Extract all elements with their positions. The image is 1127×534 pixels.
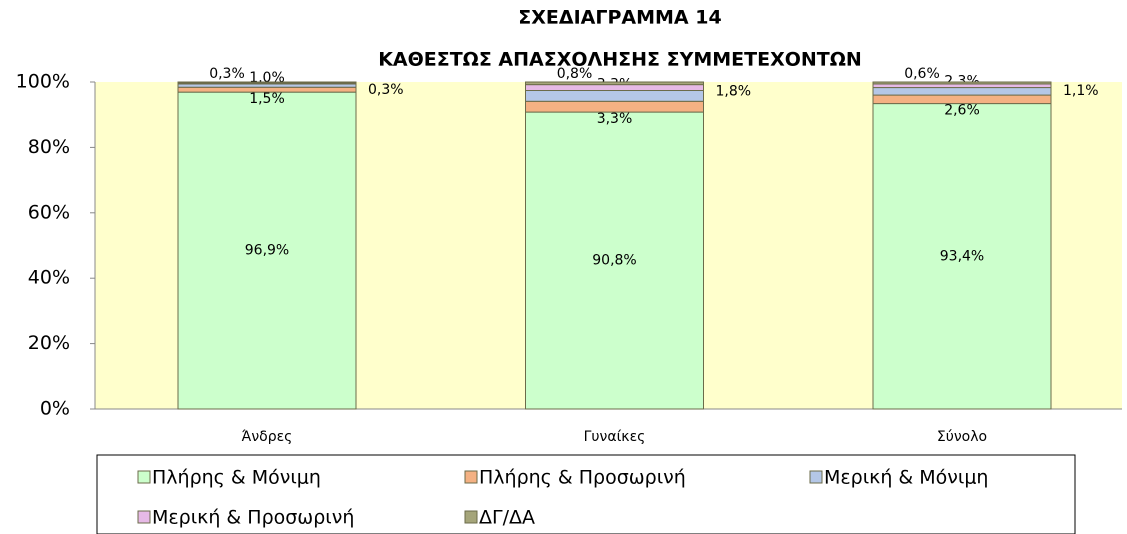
- bar-segment: [525, 111, 704, 410]
- bar-segment: [177, 81, 357, 84]
- value-label: 3,3%: [597, 111, 633, 127]
- y-tick-label: 20%: [28, 332, 70, 354]
- legend: [96, 454, 1076, 534]
- legend-swatch: [137, 470, 151, 484]
- value-label: 90,8%: [592, 253, 636, 269]
- bar-segment: [872, 103, 1052, 410]
- value-label: 0,3%: [368, 82, 404, 98]
- bar-segment: [872, 81, 1052, 85]
- y-tick-label: 60%: [28, 201, 70, 223]
- legend-label: Μερική & Μόνιμη: [824, 467, 988, 489]
- x-tick-label: Γυναίκες: [584, 429, 646, 445]
- value-label: 0,3%: [209, 66, 245, 82]
- value-label: 93,4%: [940, 248, 984, 264]
- value-label: 1,8%: [716, 84, 752, 100]
- legend-label: Μερική & Προσωρινή: [152, 507, 354, 529]
- bar-segment: [525, 81, 704, 86]
- legend-swatch: [809, 470, 823, 484]
- y-tick-label: 80%: [28, 136, 70, 158]
- legend-swatch: [464, 470, 478, 484]
- legend-label: Πλήρης & Μόνιμη: [152, 467, 321, 489]
- legend-label: Πλήρης & Προσωρινή: [479, 467, 686, 489]
- chart-title: ΣΧΕΔΙΑΓΡΑΜΜΑ 14: [518, 7, 721, 29]
- bar-segment: [177, 91, 357, 410]
- y-tick-label: 40%: [28, 267, 70, 289]
- x-tick-label: Σύνολο: [937, 429, 987, 445]
- value-label: 96,9%: [245, 243, 289, 259]
- value-label: 0,8%: [557, 66, 593, 82]
- value-label: 1,1%: [1063, 83, 1099, 99]
- legend-swatch: [137, 510, 151, 524]
- legend-label: ΔΓ/ΔΑ: [479, 507, 535, 529]
- x-tick-label: Άνδρες: [242, 429, 293, 445]
- bar-segment: [872, 83, 1052, 89]
- bar-segment: [525, 84, 704, 92]
- value-label: 0,6%: [904, 66, 940, 82]
- chart-subtitle: ΚΑΘΕΣΤΩΣ ΑΠΑΣΧΟΛΗΣΗΣ ΣΥΜΜΕΤΕΧΟΝΤΩΝ: [378, 49, 862, 71]
- y-tick-label: 0%: [40, 398, 70, 420]
- y-tick-label: 100%: [16, 71, 70, 93]
- legend-swatch: [464, 510, 478, 524]
- value-label: 2,6%: [944, 103, 980, 119]
- value-label: 1,5%: [249, 91, 285, 107]
